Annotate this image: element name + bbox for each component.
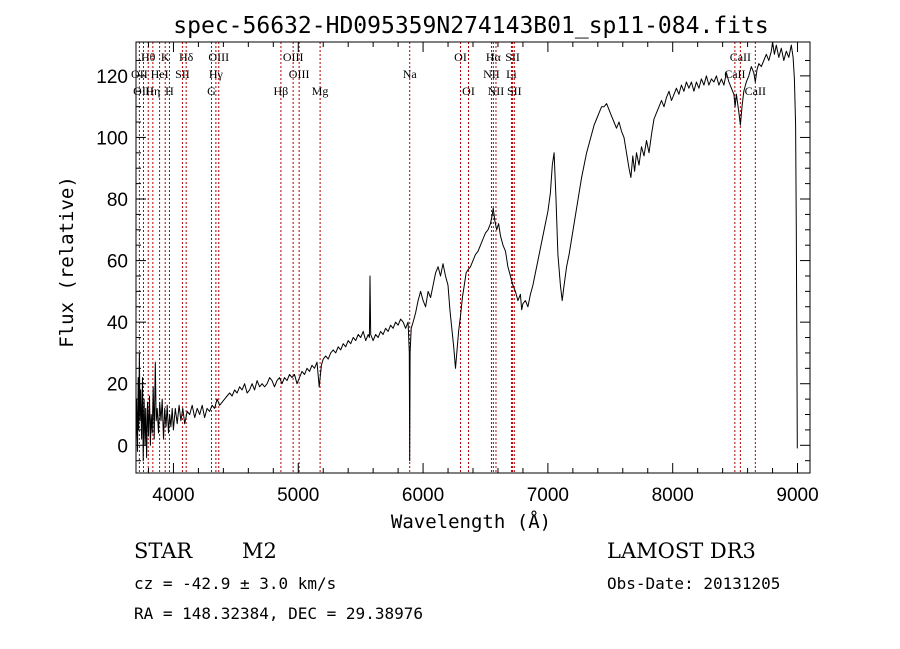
line-label: SII [507, 84, 522, 98]
spectral-line-markers [138, 42, 756, 473]
line-label: OIII [208, 50, 229, 64]
line-label: NII [483, 67, 500, 81]
x-tick-labels: 4000 5000 6000 7000 8000 9000 [152, 485, 818, 506]
line-label: SII [505, 50, 520, 64]
line-label: Hα [486, 50, 502, 64]
line-label: HeI [151, 67, 169, 81]
object-class: STAR [134, 539, 193, 563]
line-label: Hθ [141, 50, 156, 64]
line-label: SII [175, 67, 190, 81]
y-axis-label: Flux (relative) [56, 176, 78, 348]
x-tick-label: 9000 [776, 485, 818, 506]
survey-name: LAMOST DR3 [607, 539, 756, 563]
line-label: Mg [312, 84, 329, 98]
line-label: NII [488, 84, 505, 98]
y-tick-label: 60 [107, 252, 128, 273]
line-label: Hδ [179, 50, 194, 64]
line-label: Hβ [274, 84, 289, 98]
line-label: K [161, 50, 170, 64]
spectrum-line [135, 41, 798, 462]
y-tick-label: 0 [117, 436, 128, 457]
line-label: OI [454, 50, 467, 64]
axis-ticks [136, 42, 810, 473]
obs-date: Obs-Date: 20131205 [607, 574, 780, 593]
line-label: Hη [145, 84, 160, 98]
chart-title: spec-56632-HD095359N274143B01_sp11-084.f… [173, 13, 768, 39]
plot-frame [135, 41, 811, 474]
x-tick-label: 6000 [402, 485, 444, 506]
coordinates: RA = 148.32384, DEC = 29.38976 [134, 604, 423, 623]
line-label: OIII [283, 50, 304, 64]
line-label: CaII [730, 50, 751, 64]
y-tick-label: 80 [107, 190, 128, 211]
line-label: G [207, 84, 216, 98]
line-label: CaII [724, 67, 745, 81]
x-tick-label: 8000 [652, 485, 694, 506]
x-tick-label: 7000 [527, 485, 569, 506]
x-tick-label: 4000 [152, 485, 194, 506]
line-label: OII [131, 67, 148, 81]
y-tick-label: 40 [107, 313, 128, 334]
y-tick-labels: 0 20 40 60 80 100 120 [96, 67, 128, 457]
line-label: Li [506, 67, 517, 81]
line-label: OIII [133, 84, 154, 98]
line-label: CaII [745, 84, 766, 98]
subclass: M2 [242, 539, 277, 563]
line-label: OIII [289, 67, 310, 81]
line-label: Na [403, 67, 418, 81]
y-tick-label: 100 [96, 128, 128, 149]
y-tick-label: 120 [96, 67, 128, 88]
line-label: OI [462, 84, 475, 98]
y-tick-label: 20 [107, 375, 128, 396]
x-axis-label: Wavelength (Å) [391, 510, 551, 533]
line-label: H [165, 84, 174, 98]
cz-value: cz = -42.9 ± 3.0 km/s [134, 574, 336, 593]
x-tick-label: 5000 [277, 485, 319, 506]
line-label: Hγ [209, 67, 224, 81]
